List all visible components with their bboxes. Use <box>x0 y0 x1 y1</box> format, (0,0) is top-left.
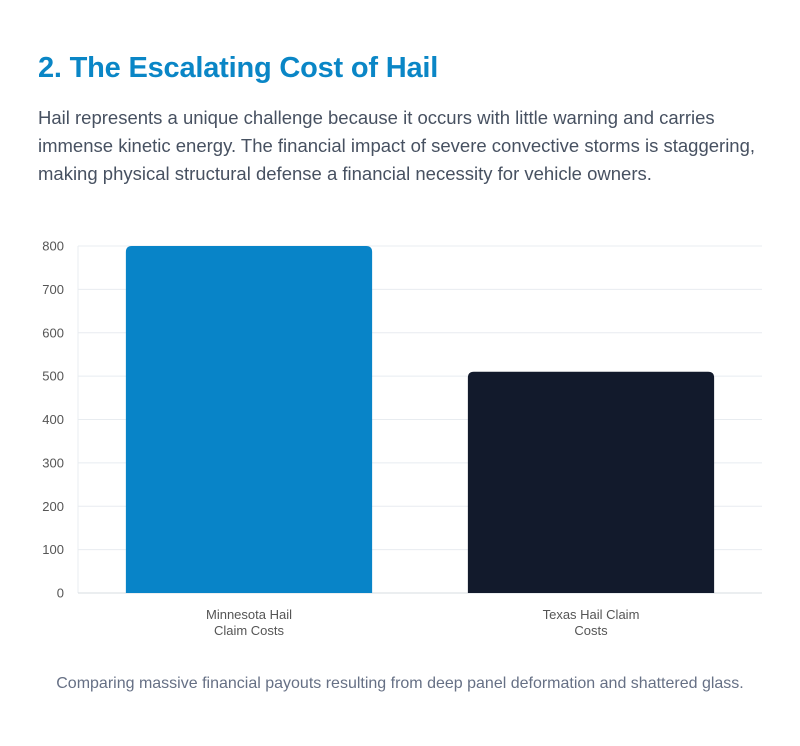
y-tick-label: 800 <box>42 239 64 254</box>
chart-caption: Comparing massive financial payouts resu… <box>56 675 744 692</box>
chart-labels: 0 100 200 300 400 500 600 700 800 Minnesota Hail C… <box>42 239 639 639</box>
bar-0 <box>125 246 373 593</box>
section-title: 2. The Escalating Cost of Hail <box>38 52 439 84</box>
y-tick-label: 200 <box>42 499 64 514</box>
y-tick-label: 400 <box>42 412 64 427</box>
y-tick-label: 300 <box>42 455 64 470</box>
hail-claim-cost-chart: 0 100 200 300 400 500 600 700 800 Minnesota Hail C… <box>42 239 762 639</box>
x-category-label: Minnesota Hail Claim Costs <box>206 607 292 638</box>
y-tick-label: 100 <box>42 542 64 557</box>
y-tick-label: 600 <box>42 325 64 340</box>
chart-bars <box>125 246 715 593</box>
y-tick-label: 500 <box>42 369 64 384</box>
y-tick-label: 0 <box>57 586 64 601</box>
y-tick-label: 700 <box>42 282 64 297</box>
section-intro: Hail represents a unique challenge becau… <box>38 107 756 184</box>
x-category-label: Texas Hail Claim Costs <box>543 607 640 638</box>
bar-1 <box>467 371 715 593</box>
